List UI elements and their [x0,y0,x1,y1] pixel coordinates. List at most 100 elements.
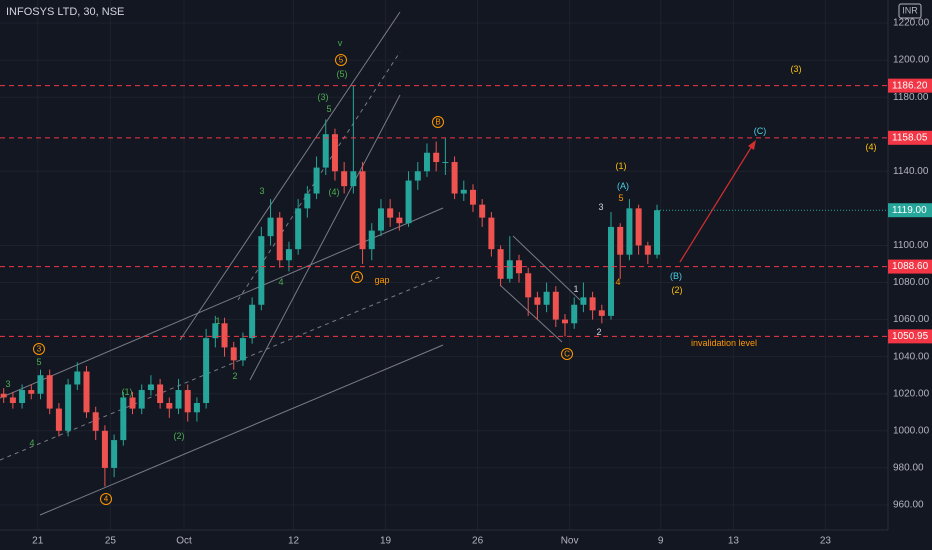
candle-body [313,167,320,194]
wave-label: v [338,38,343,48]
candle-body [331,134,338,172]
wave-label: (1) [616,161,627,171]
candle-body [414,171,421,181]
trend-line [249,94,401,381]
candle-body [322,134,329,168]
candle-body [368,230,375,250]
candle-body [479,204,486,218]
trend-line [179,11,401,341]
candle-body [147,384,154,391]
candle-body [617,226,624,255]
wave-label: (1) [122,387,133,397]
wave-label: (5) [337,69,348,79]
x-tick-label: 19 [380,536,392,547]
x-tick-label: 21 [32,536,44,547]
wave-label: 5 [36,357,41,367]
candle-body [111,440,118,468]
y-tick-label: 980.00 [893,463,924,474]
wave-label: 1 [215,316,220,326]
y-tick-label: 1180.00 [893,92,929,103]
currency: INR [902,5,918,15]
candle-body [175,390,182,409]
wave-label: 5 [339,56,344,65]
level-label: 1088.60 [892,261,929,272]
candle-body [55,408,62,431]
wave-label: 2 [596,327,601,337]
candle-body [230,347,237,361]
candle-body [350,171,357,187]
candle-body [598,310,605,316]
candle-body [65,384,72,431]
candle-body [295,208,302,250]
level-tag [888,259,932,274]
wave-circle [335,54,347,66]
y-tick-label: 1200.00 [893,55,930,66]
wave-label: (4) [329,187,340,197]
wave-circle [100,493,112,505]
candle-body [0,393,7,398]
wave-label: (B) [670,271,682,281]
wave-label: gap [374,275,389,285]
candle-body [506,260,513,279]
candle-body [387,208,394,218]
candle-body [157,384,164,404]
level-tag [888,130,932,145]
candle-body [239,338,246,361]
wave-label: 3 [37,345,42,354]
candle-body [212,323,219,339]
currency-box [898,3,922,19]
x-tick-label: 13 [728,536,740,547]
candle-body [92,412,99,431]
wave-label: (3) [791,64,802,74]
wave-label: 5 [618,193,623,203]
wave-label: (4) [866,142,877,152]
candle-body [433,152,440,163]
candle-body [442,162,449,164]
y-tick-label: 1020.00 [893,388,930,399]
wave-label: 4 [104,495,109,504]
wave-circle [33,343,45,355]
y-tick-label: 960.00 [893,500,924,511]
wave-label: (3) [318,92,329,102]
candle-body [608,226,615,316]
candle-body [9,397,16,404]
x-tick-label: Oct [176,536,192,547]
candle-body [19,390,26,404]
level-label: 1158.05 [892,132,928,143]
candle-body [341,171,348,187]
wave-label: 5 [326,104,331,114]
candle-body [221,323,228,348]
candle-body [460,189,467,194]
candle-body [654,210,661,255]
y-tick-label: 1000.00 [893,425,930,436]
candle-body [405,180,412,224]
candle-body [74,371,81,385]
candle-body [525,273,532,298]
wave-label: (2) [174,431,185,441]
candle-body [515,260,522,274]
candle-body [423,152,430,172]
wave-label: invalidation level [691,338,757,348]
candle-body [267,217,274,237]
wave-circle [432,116,444,128]
candle-body [359,171,366,250]
candle-body [562,319,569,324]
candle-body [635,208,642,246]
level-tag [888,329,932,344]
candle-body [249,304,256,339]
candle-body [589,297,596,311]
wave-label: 2 [232,371,237,381]
candle-body [534,297,541,305]
candle-body [184,390,191,413]
wave-label: (2) [672,285,683,295]
candle-body [120,397,127,441]
trend-line [499,284,563,343]
arrow-head [748,140,756,150]
wave-label: 3 [5,379,10,389]
candle-body [571,304,578,324]
candle-body [193,403,200,413]
last-price-label: 1119.00 [892,205,927,216]
candle-body [396,217,403,224]
last-price-tag [888,203,932,218]
